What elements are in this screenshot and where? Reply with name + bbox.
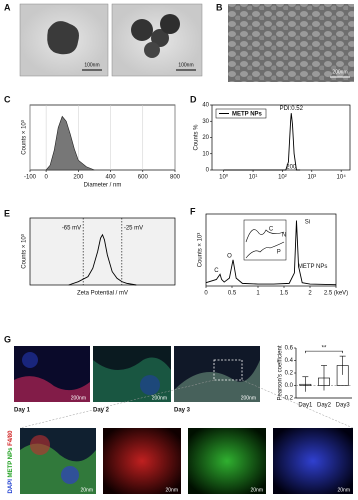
x-tick-label: 0.5 (228, 291, 237, 297)
x-tick-label: -100 (24, 175, 37, 181)
panel-label: G (4, 334, 11, 344)
y-axis-label: Pearson's coefficient (278, 345, 284, 400)
day-label: Day 3 (174, 408, 191, 414)
legend-box (215, 108, 267, 119)
inset-curve (245, 241, 285, 259)
y-tick-label: -0.2 (283, 396, 294, 402)
y-axis-label: Counts × 10³ (22, 120, 28, 155)
y-tick-label: 0.6 (285, 346, 294, 352)
x-axis-label: Zeta Potential / mV (77, 291, 128, 297)
stain-legend: DAPI METP NPs F4/80 (8, 430, 14, 494)
scale-bar-label: 200nm (241, 395, 256, 401)
tem-image: 100nm (19, 3, 109, 77)
x-tick-label: 10² (278, 175, 287, 181)
annotation: P (277, 250, 281, 256)
x-tick-label: 1.5 (280, 291, 289, 297)
x-axis-label: Diameter / nm (84, 183, 122, 189)
annotation: C (214, 268, 219, 274)
legend-label: METP NPs (232, 111, 263, 117)
y-tick-label: 0.4 (285, 358, 294, 364)
panel-label: F (190, 206, 196, 216)
panel-label: E (4, 208, 10, 218)
x-tick-label: 200 (73, 175, 84, 181)
x-tick-label: Day2 (317, 403, 332, 409)
annotation: ** (322, 346, 327, 352)
x-tick-label: Day3 (336, 403, 351, 409)
zoom-line (241, 379, 354, 429)
reference-label: -25 mV (124, 226, 143, 232)
line (68, 233, 137, 286)
zoom-image: 20nm (188, 428, 266, 494)
y-tick-label: 20 (202, 135, 209, 141)
scale-bar-label: 200nm (332, 69, 347, 75)
inset-curve (245, 229, 285, 243)
x-tick-label: 400 (106, 175, 117, 181)
scale-bar-label: 20nm (337, 487, 350, 493)
panel-label: C (4, 94, 11, 104)
fluorescence-image: 200nm Day 2 (93, 346, 171, 414)
zoom-image: 20nm (20, 428, 96, 494)
annotation: PDI:0.52 (280, 106, 304, 112)
x-tick-label: 0 (44, 175, 48, 181)
annotation: METP NPs (298, 264, 328, 270)
significance-bracket (305, 350, 343, 354)
annotation: C (269, 227, 274, 233)
day-label: Day 2 (93, 408, 110, 414)
panel-label: B (216, 2, 223, 12)
sem-image: 200nm (228, 4, 354, 82)
x-tick-label: 1 (256, 291, 260, 297)
zoom-image: 20nm (273, 428, 353, 494)
scale-bar-label: 200nm (71, 395, 86, 401)
x-tick-label: 2 (308, 291, 312, 297)
x-tick-label: Day1 (298, 403, 313, 409)
fluorescence-image: 200nm Day 1 (14, 346, 90, 414)
y-tick-label: 10 (202, 151, 209, 157)
scale-bar-label: 100nm (84, 62, 99, 68)
tem-image: 100nm (111, 3, 203, 77)
area (45, 115, 95, 171)
y-tick-label: 0 (206, 168, 210, 174)
fluorescence-image: 200nm Day 3 (174, 346, 260, 414)
annotation: 200 (286, 164, 297, 170)
panel-label: D (190, 94, 197, 104)
x-tick-label: 10³ (307, 175, 316, 181)
y-axis-label: Counts % (194, 124, 200, 151)
x-tick-label: 10⁰ (219, 174, 229, 181)
y-tick-label: 0.2 (285, 371, 294, 377)
y-tick-label: 30 (202, 119, 209, 125)
x-tick-label: 2.5 (keV) (324, 291, 348, 297)
x-tick-label: 800 (170, 175, 181, 181)
line (223, 113, 301, 171)
annotation: N (282, 233, 286, 239)
y-tick-label: 0.0 (285, 383, 294, 389)
scale-bar-label: 20nm (165, 487, 178, 493)
x-tick-label: 600 (138, 175, 149, 181)
zoom-line (19, 379, 215, 429)
plot-area (29, 217, 176, 286)
reference-label: -65 mV (62, 226, 81, 232)
panel-label: A (4, 2, 11, 12)
scale-bar-label: 200nm (152, 395, 167, 401)
stain-label: DAPI (8, 479, 14, 494)
zoom-image: 20nm (103, 428, 181, 494)
y-axis-label: Counts × 10³ (22, 234, 28, 269)
y-tick-label: 40 (202, 103, 209, 109)
x-tick-label: 10¹ (249, 175, 258, 181)
inset (243, 219, 287, 261)
scale-bar-label: 20nm (80, 487, 93, 493)
day-label: Day 1 (14, 408, 31, 414)
x-tick-label: 10⁴ (337, 174, 347, 181)
annotation: O (227, 253, 232, 259)
y-axis-label: Counts × 10³ (198, 233, 204, 268)
scale-bar-label: 100nm (178, 62, 193, 68)
line (205, 220, 337, 286)
scale-bar-label: 20nm (250, 487, 263, 493)
annotation: Si (305, 219, 310, 225)
x-tick-label: 0 (204, 291, 208, 297)
stain-label: F4/80 (8, 430, 14, 446)
stain-label: METP NPs (8, 447, 14, 478)
